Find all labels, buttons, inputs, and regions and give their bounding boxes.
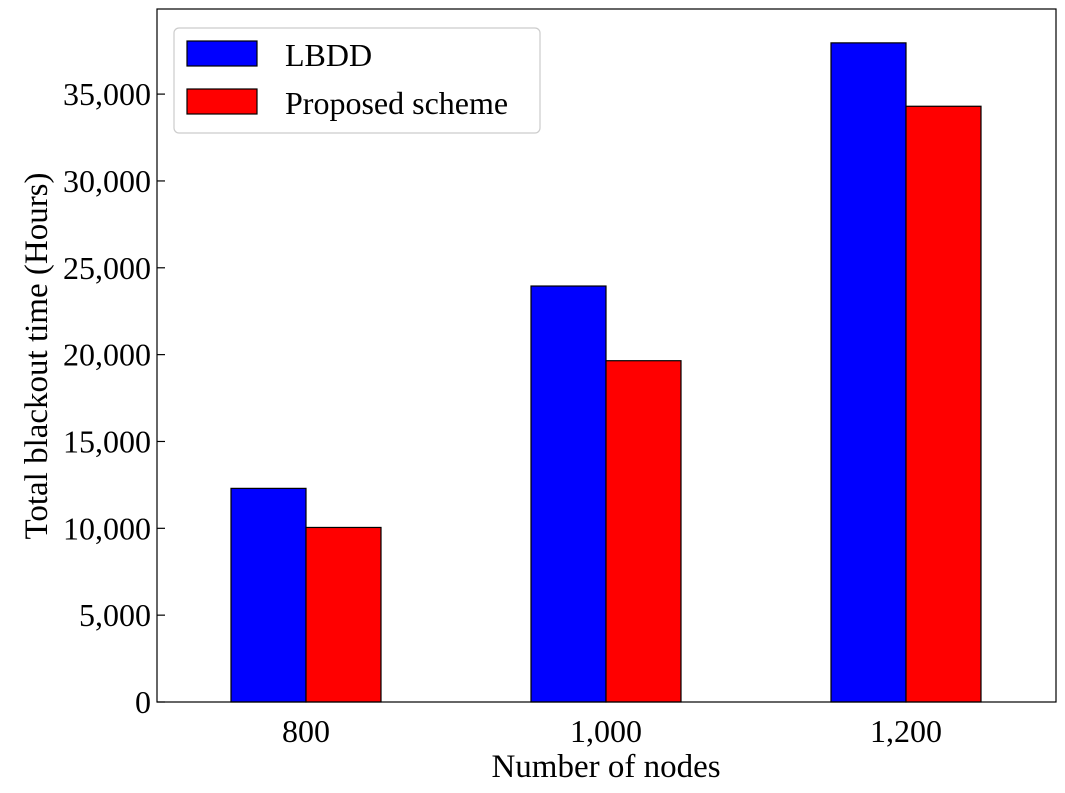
y-tick-label: 20,000 <box>63 337 151 373</box>
legend-frame <box>173 27 541 134</box>
x-tick-label: 800 <box>282 713 330 749</box>
bar-proposed-scheme <box>605 360 682 703</box>
y-tick-label: 30,000 <box>63 163 151 199</box>
y-tick-label: 15,000 <box>63 423 151 459</box>
bar-lbdd <box>230 487 307 703</box>
y-tick-label: 10,000 <box>63 510 151 546</box>
bar-proposed-scheme <box>905 105 982 703</box>
x-tick-label: 1,000 <box>570 713 642 749</box>
bar-lbdd <box>830 42 907 703</box>
y-axis: 0 5,000 10,000 15,000 20,000 25,000 30,000 35,0… <box>63 76 165 720</box>
y-tick-label: 0 <box>135 684 151 720</box>
y-tick-label: 35,000 <box>63 76 151 112</box>
bar-lbdd <box>530 285 607 703</box>
x-axis: 800 1,000 1,200 <box>282 694 942 749</box>
y-tick-label: 5,000 <box>79 597 151 633</box>
x-tick-label: 1,200 <box>870 713 942 749</box>
legend: LBDD Proposed scheme <box>173 27 541 134</box>
legend-label-lbdd: LBDD <box>285 37 372 73</box>
legend-swatch-proposed-scheme <box>186 88 258 115</box>
legend-label-proposed-scheme: Proposed scheme <box>285 85 508 121</box>
y-axis-title: Total blackout time (Hours) <box>19 172 55 539</box>
bar-proposed-scheme <box>305 526 382 703</box>
bar-series-group <box>230 42 982 703</box>
legend-swatch-lbdd <box>186 40 258 67</box>
y-tick-label: 25,000 <box>63 250 151 286</box>
x-axis-title: Number of nodes <box>491 749 720 785</box>
plot-frame <box>156 8 1057 703</box>
